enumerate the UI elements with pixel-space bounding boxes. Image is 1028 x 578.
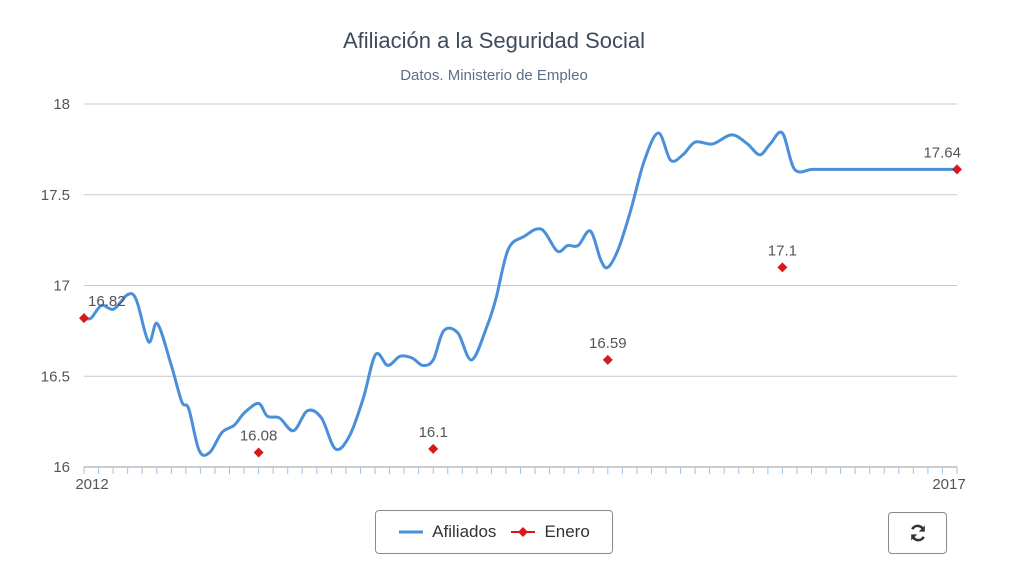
data-label: 17.64	[923, 144, 961, 161]
marker-enero	[79, 313, 89, 324]
legend-label-enero: Enero	[544, 522, 590, 541]
y-tick-label: 16.5	[41, 368, 70, 385]
x-tick-label: 2012	[75, 476, 108, 493]
y-axis: 16 16.5 17 17.5 18	[41, 96, 70, 476]
legend-item-enero[interactable]: Enero	[510, 522, 590, 542]
line-swatch-icon	[399, 530, 424, 534]
y-tick-label: 17	[53, 278, 70, 295]
refresh-button[interactable]	[888, 512, 947, 554]
x-tick-label: 2017	[932, 476, 965, 493]
y-tick-label: 16	[53, 459, 70, 476]
marker-enero	[777, 262, 788, 273]
legend-label-afiliados: Afiliados	[432, 522, 497, 541]
data-label: 16.08	[240, 427, 278, 444]
data-label: 17.1	[768, 242, 797, 259]
legend-item-afiliados[interactable]: Afiliados	[398, 522, 496, 542]
series-enero	[79, 164, 962, 458]
y-tick-label: 17.5	[41, 187, 70, 204]
data-label: 16.59	[589, 335, 627, 352]
data-labels: 16.82 16.08 16.1 16.59 17.1 17.64	[88, 144, 961, 444]
refresh-icon	[910, 524, 925, 542]
series-afiliados	[82, 130, 959, 457]
chart-title: Afiliación a la Seguridad Social	[343, 28, 645, 53]
series-line-afiliados	[82, 130, 959, 457]
y-tick-label: 18	[53, 96, 70, 113]
chart-subtitle: Datos. Ministerio de Empleo	[400, 67, 588, 84]
diamond-marker-icon	[511, 527, 536, 537]
legend: Afiliados Enero	[375, 510, 613, 554]
marker-enero	[428, 443, 439, 454]
marker-enero	[253, 447, 264, 458]
data-label: 16.1	[419, 424, 448, 441]
data-label: 16.82	[88, 293, 126, 310]
marker-enero	[952, 164, 962, 175]
x-axis: 2012 2017	[75, 467, 966, 493]
marker-enero	[602, 354, 613, 365]
grid-lines	[84, 103, 957, 468]
